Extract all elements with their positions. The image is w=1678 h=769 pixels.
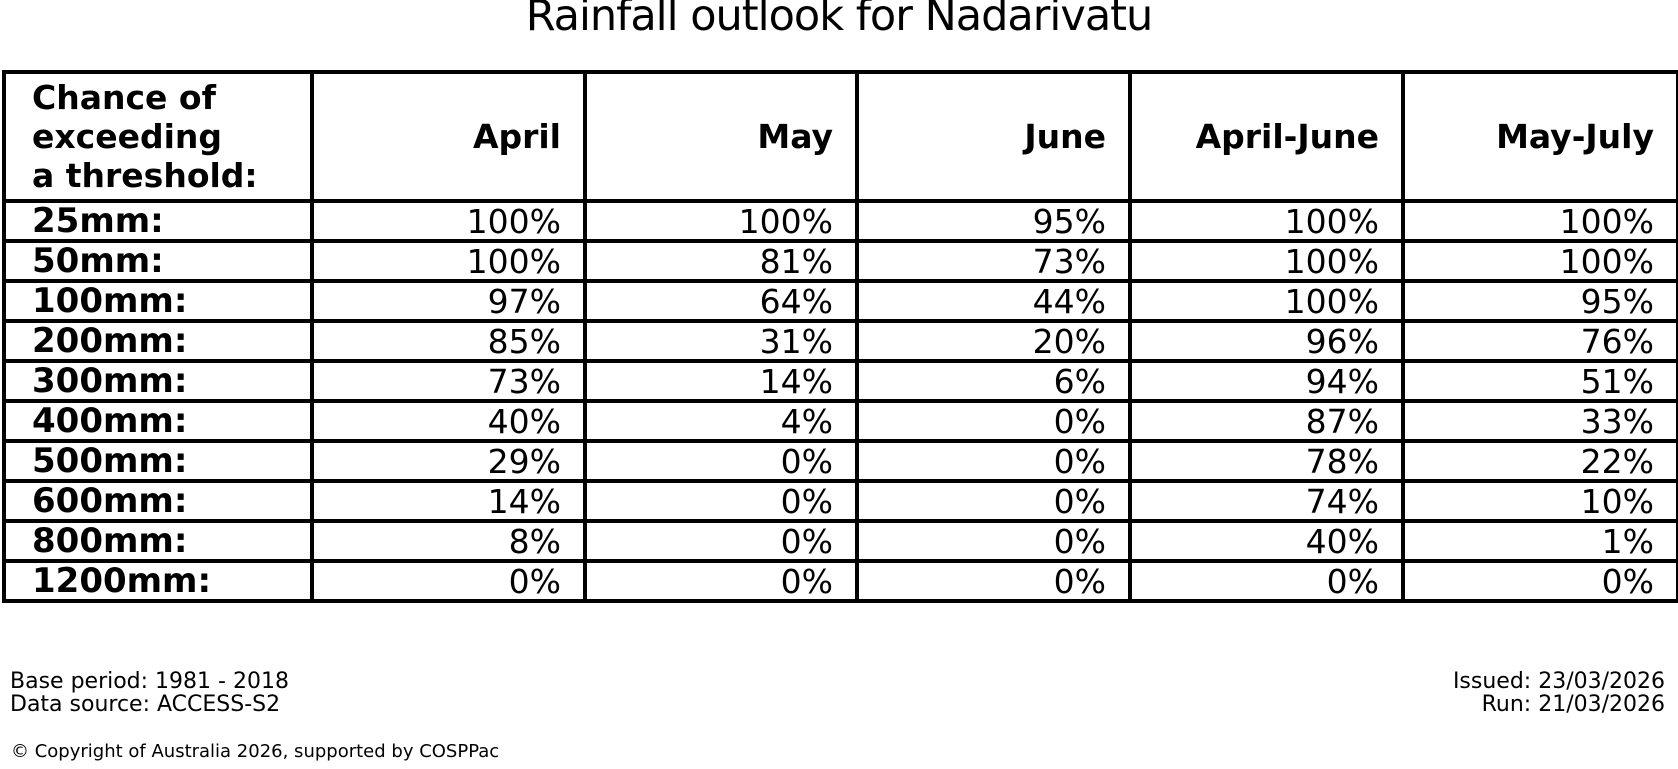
value-cell: 22% [1401, 439, 1678, 483]
value-cell: 100% [1128, 279, 1405, 323]
value-cell: 76% [1401, 319, 1678, 363]
value-cell: 0% [855, 399, 1132, 443]
value-cell: 6% [855, 359, 1132, 403]
footer-right-block: Issued: 23/03/2026 Run: 21/03/2026 [1453, 670, 1665, 716]
column-header-june: June [855, 70, 1132, 203]
value-cell: 0% [855, 559, 1132, 603]
table-row: 800mm: 8% 0% 0% 40% 1% [2, 519, 1678, 563]
value-cell: 85% [310, 319, 587, 363]
table-row: 100mm: 97% 64% 44% 100% 95% [2, 279, 1678, 323]
footer-left-block: Base period: 1981 - 2018 Data source: AC… [10, 670, 289, 716]
rainfall-outlook-table: Chance of exceeding a threshold: April M… [2, 70, 1678, 603]
value-cell: 78% [1128, 439, 1405, 483]
value-cell: 73% [855, 239, 1132, 283]
table-header-row: Chance of exceeding a threshold: April M… [2, 70, 1678, 203]
value-cell: 0% [583, 519, 859, 563]
value-cell: 29% [310, 439, 587, 483]
value-cell: 0% [1401, 559, 1678, 603]
table-row: 300mm: 73% 14% 6% 94% 51% [2, 359, 1678, 403]
threshold-cell: 600mm: [2, 479, 314, 523]
issued-date-text: Issued: 23/03/2026 [1452, 669, 1665, 694]
value-cell: 0% [855, 519, 1132, 563]
threshold-cell: 300mm: [2, 359, 314, 403]
corner-header-line: exceeding [32, 117, 223, 156]
data-source-text: Data source: ACCESS-S2 [10, 692, 281, 717]
value-cell: 95% [1401, 279, 1678, 323]
value-cell: 20% [855, 319, 1132, 363]
table-row: 400mm: 40% 4% 0% 87% 33% [2, 399, 1678, 443]
value-cell: 0% [855, 439, 1132, 483]
threshold-cell: 1200mm: [2, 559, 314, 603]
value-cell: 97% [310, 279, 587, 323]
corner-header-line: a threshold: [32, 156, 258, 195]
base-period-text: Base period: 1981 - 2018 [10, 669, 289, 694]
table-row: 25mm: 100% 100% 95% 100% 100% [2, 199, 1678, 243]
column-header-may: May [583, 70, 859, 203]
value-cell: 74% [1128, 479, 1405, 523]
value-cell: 31% [583, 319, 859, 363]
value-cell: 33% [1401, 399, 1678, 443]
table-row: 200mm: 85% 31% 20% 96% 76% [2, 319, 1678, 363]
value-cell: 8% [310, 519, 587, 563]
value-cell: 73% [310, 359, 587, 403]
value-cell: 0% [310, 559, 587, 603]
threshold-cell: 500mm: [2, 439, 314, 483]
table-corner-header: Chance of exceeding a threshold: [2, 70, 314, 203]
value-cell: 100% [310, 199, 587, 243]
value-cell: 40% [310, 399, 587, 443]
run-date-text: Run: 21/03/2026 [1481, 692, 1665, 717]
value-cell: 0% [583, 559, 859, 603]
table-row: 500mm: 29% 0% 0% 78% 22% [2, 439, 1678, 483]
value-cell: 96% [1128, 319, 1405, 363]
table-row: 1200mm: 0% 0% 0% 0% 0% [2, 559, 1678, 603]
value-cell: 100% [1128, 239, 1405, 283]
value-cell: 4% [583, 399, 859, 443]
value-cell: 64% [583, 279, 859, 323]
value-cell: 87% [1128, 399, 1405, 443]
threshold-cell: 400mm: [2, 399, 314, 443]
table-row: 50mm: 100% 81% 73% 100% 100% [2, 239, 1678, 283]
value-cell: 44% [855, 279, 1132, 323]
value-cell: 94% [1128, 359, 1405, 403]
copyright-text: © Copyright of Australia 2026, supported… [11, 741, 500, 762]
threshold-cell: 200mm: [2, 319, 314, 363]
value-cell: 100% [1401, 239, 1678, 283]
threshold-cell: 25mm: [2, 199, 314, 243]
value-cell: 14% [583, 359, 859, 403]
corner-header-line: Chance of [32, 78, 216, 117]
value-cell: 81% [583, 239, 859, 283]
threshold-cell: 50mm: [2, 239, 314, 283]
value-cell: 40% [1128, 519, 1405, 563]
value-cell: 51% [1401, 359, 1678, 403]
threshold-cell: 800mm: [2, 519, 314, 563]
value-cell: 100% [1128, 199, 1405, 243]
column-header-may-july: May-July [1401, 70, 1678, 203]
threshold-cell: 100mm: [2, 279, 314, 323]
value-cell: 0% [1128, 559, 1405, 603]
column-header-april: April [310, 70, 587, 203]
value-cell: 100% [310, 239, 587, 283]
value-cell: 95% [855, 199, 1132, 243]
value-cell: 1% [1401, 519, 1678, 563]
value-cell: 10% [1401, 479, 1678, 523]
table-row: 600mm: 14% 0% 0% 74% 10% [2, 479, 1678, 523]
value-cell: 0% [855, 479, 1132, 523]
value-cell: 14% [310, 479, 587, 523]
column-header-april-june: April-June [1128, 70, 1405, 203]
value-cell: 100% [1401, 199, 1678, 243]
value-cell: 100% [583, 199, 859, 243]
value-cell: 0% [583, 439, 859, 483]
page-title: Rainfall outlook for Nadarivatu [525, 0, 1154, 41]
value-cell: 0% [583, 479, 859, 523]
